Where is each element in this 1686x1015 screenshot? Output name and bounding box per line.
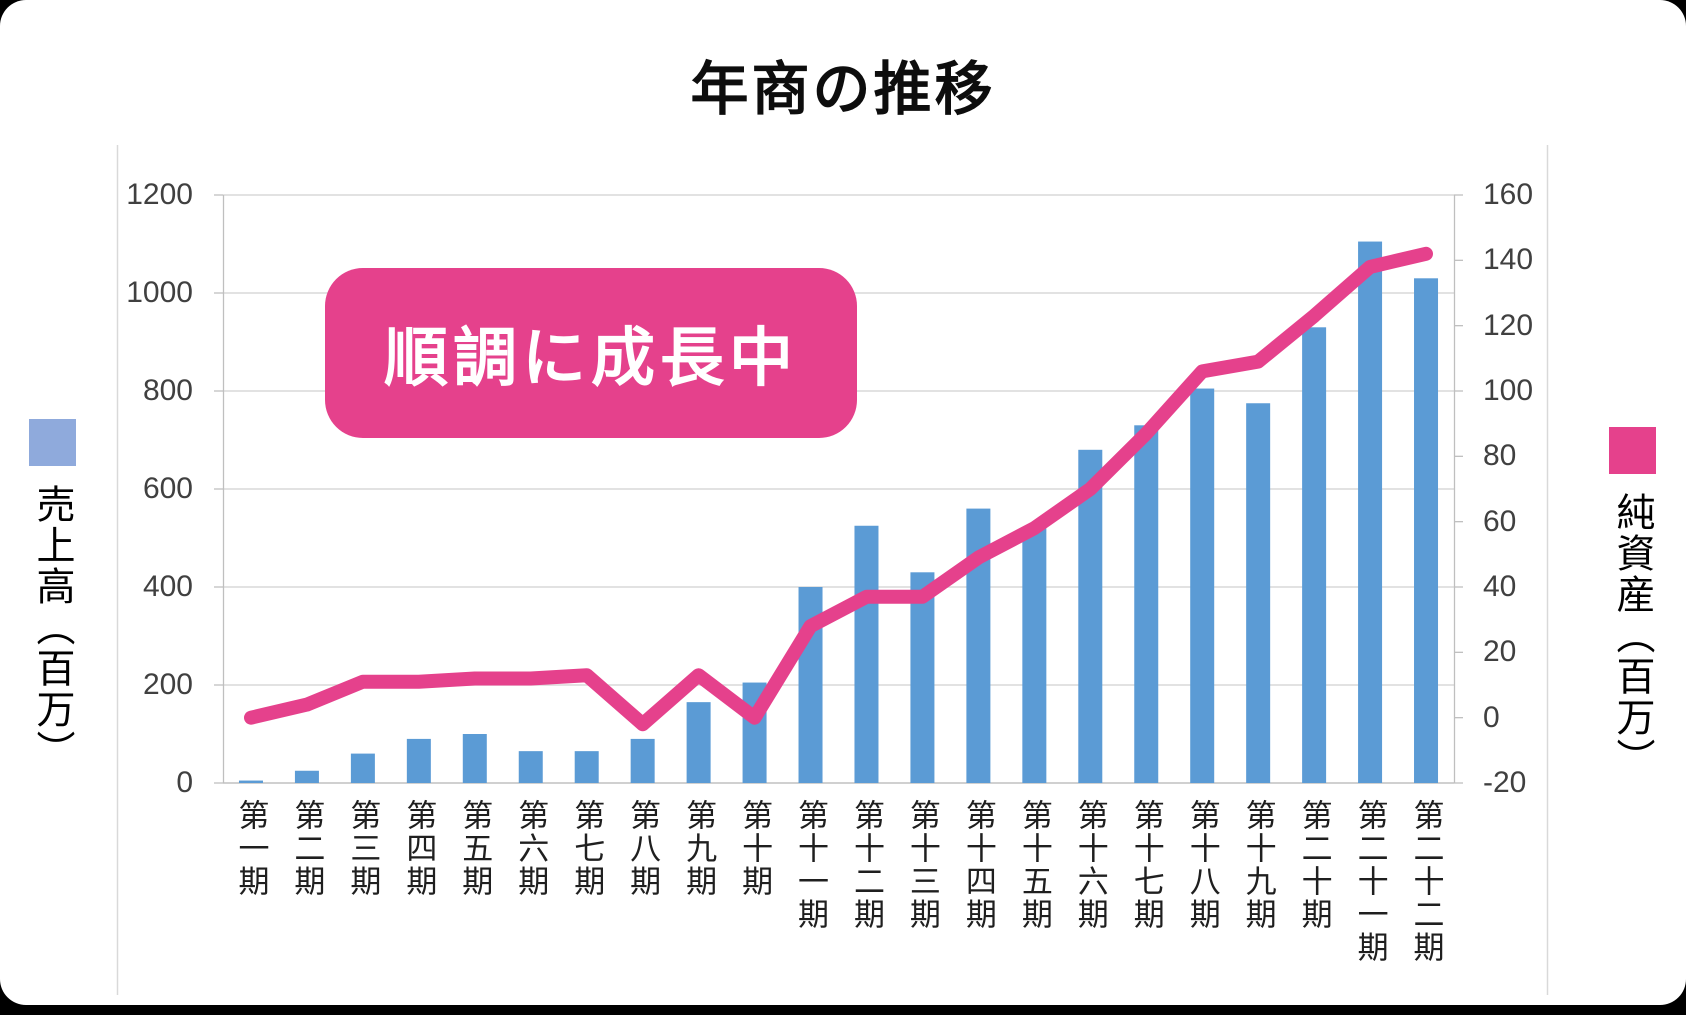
- sales-legend-label: 売上高（百万）: [31, 484, 75, 771]
- x-axis-label: 第十一期: [793, 799, 829, 931]
- y-axis-label-left: 1200: [126, 178, 193, 211]
- x-axis-label: 第十期: [737, 799, 773, 898]
- bar: [406, 738, 431, 783]
- bar: [294, 770, 319, 783]
- x-axis-label: 第二十二期: [1408, 799, 1444, 964]
- y-axis-label-left: 800: [142, 374, 193, 407]
- x-axis-label: 第七期: [569, 799, 605, 898]
- chart-title: 年商の推移: [690, 57, 996, 122]
- y-axis-label-right: 120: [1483, 308, 1534, 342]
- x-axis-label: 第十五期: [1016, 799, 1052, 931]
- growth-callout-text: 順調に成長中: [384, 322, 798, 394]
- bar: [1022, 528, 1047, 783]
- bar: [1414, 278, 1439, 783]
- y-axis-label-left: 400: [142, 570, 193, 603]
- x-axis-label: 第二期: [289, 799, 325, 898]
- net-assets-legend-label: 純資産（百万）: [1611, 492, 1655, 779]
- y-axis-label-left: 200: [142, 668, 193, 701]
- x-axis-label: 第四期: [401, 799, 437, 898]
- y-axis-label-left: 600: [142, 472, 193, 505]
- bar: [1246, 403, 1271, 783]
- bar: [910, 572, 935, 783]
- y-axis-label-right: 0: [1483, 700, 1500, 734]
- y-axis-label-right: 160: [1483, 178, 1534, 211]
- y-axis-label-left: 0: [176, 766, 193, 799]
- x-axis-label: 第一期: [233, 799, 269, 898]
- y-axis-label-right: -20: [1483, 766, 1527, 799]
- y-axis-label-left: 1000: [126, 276, 193, 309]
- x-axis-label: 第十八期: [1184, 799, 1220, 931]
- bar: [462, 734, 487, 783]
- bar: [1302, 327, 1327, 783]
- x-axis-label: 第十六期: [1072, 799, 1108, 931]
- bar: [350, 753, 375, 783]
- y-axis-label-right: 20: [1483, 635, 1517, 669]
- legend-sales: 売上高（百万）: [26, 419, 78, 771]
- bar: [518, 751, 543, 783]
- y-axis-label-right: 80: [1483, 439, 1517, 473]
- y-axis-label-right: 60: [1483, 504, 1517, 538]
- x-axis-label: 第十九期: [1240, 799, 1276, 931]
- bar: [1190, 388, 1215, 783]
- x-axis-label: 第九期: [681, 799, 717, 898]
- bar: [1358, 241, 1383, 784]
- bar: [1134, 425, 1159, 783]
- x-axis-label: 第六期: [513, 799, 549, 898]
- growth-callout: 順調に成長中: [325, 268, 857, 438]
- bar: [238, 780, 263, 783]
- sales-legend-swatch: [28, 419, 76, 466]
- x-axis-label: 第八期: [625, 799, 661, 898]
- trend-line: [244, 246, 1433, 732]
- bar: [854, 525, 879, 783]
- y-axis-label-right: 40: [1483, 570, 1517, 603]
- bar: [1078, 449, 1103, 783]
- x-axis-label: 第二十期: [1296, 799, 1332, 931]
- x-axis-label: 第十三期: [904, 799, 940, 931]
- net-assets-legend-swatch: [1608, 427, 1656, 474]
- x-axis-label: 第十四期: [960, 799, 996, 931]
- bar: [630, 738, 655, 783]
- x-axis-label: 第五期: [457, 799, 493, 898]
- y-axis-label-right: 140: [1483, 243, 1534, 277]
- x-axis-label: 第十七期: [1128, 799, 1164, 931]
- x-axis-label: 第十二期: [848, 799, 884, 931]
- bar: [686, 702, 711, 783]
- x-axis-label: 第三期: [345, 799, 381, 898]
- y-axis-label-right: 100: [1483, 374, 1534, 407]
- x-axis-label: 第二十一期: [1352, 799, 1388, 964]
- bar: [574, 751, 599, 783]
- legend-net-assets: 純資産（百万）: [1606, 427, 1658, 779]
